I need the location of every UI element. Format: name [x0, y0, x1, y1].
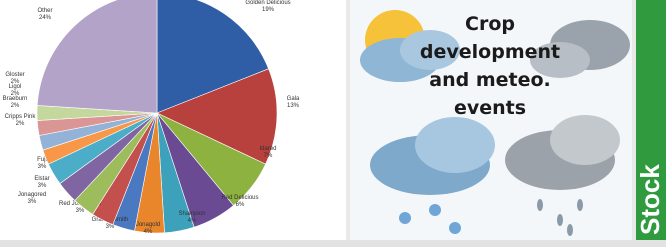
- slice-label: Jonagored: [18, 192, 46, 198]
- slice-value: 24%: [39, 15, 52, 21]
- slice-value: 3%: [38, 183, 47, 189]
- slice-value: 3%: [28, 199, 37, 205]
- slice-value: 19%: [262, 7, 275, 13]
- slice-label: Other: [37, 8, 52, 14]
- slice-value: 13%: [287, 103, 300, 109]
- slice-label: Fuji: [37, 157, 47, 163]
- slice-label: Elstar: [34, 176, 49, 182]
- slice-value: 2%: [16, 121, 25, 127]
- page: Golden Delicious19% Gala13% Idared7% Red De…: [0, 0, 666, 247]
- slice-value: 2%: [11, 103, 20, 109]
- sidebar-label: Stock: [635, 164, 665, 235]
- slice-label: Cripps Pink: [5, 114, 37, 120]
- slice-label: Golden Delicious: [245, 0, 290, 6]
- slice-label: Gala: [287, 96, 300, 102]
- slice-value: 4%: [188, 218, 197, 224]
- footer-bar: [0, 240, 666, 247]
- screen: Golden Delicious19% Gala13% Idared7% Red De…: [0, 0, 666, 247]
- slice-value: 4%: [144, 229, 153, 235]
- banner-line: Crop: [465, 13, 515, 35]
- slice-label: Shampion: [178, 211, 205, 217]
- banner-line: events: [454, 97, 526, 119]
- slice-value: 2%: [11, 91, 20, 97]
- slice-label: Idared: [259, 146, 276, 152]
- slice-value: 3%: [38, 164, 47, 170]
- slice-value: 6%: [236, 202, 245, 208]
- slice-value: 3%: [106, 224, 115, 230]
- slice-label: Gloster: [5, 72, 24, 78]
- weather-image: Crop development and meteo. events: [350, 0, 632, 240]
- slice-value: 2%: [11, 79, 20, 85]
- banner-line: development: [420, 41, 560, 63]
- slice-label: Red Delicious: [221, 195, 258, 201]
- slice-value: 7%: [264, 153, 273, 159]
- slice-value: 3%: [76, 208, 85, 214]
- slice-label: Jonagold: [136, 222, 160, 228]
- banner-line: and meteo.: [429, 69, 551, 91]
